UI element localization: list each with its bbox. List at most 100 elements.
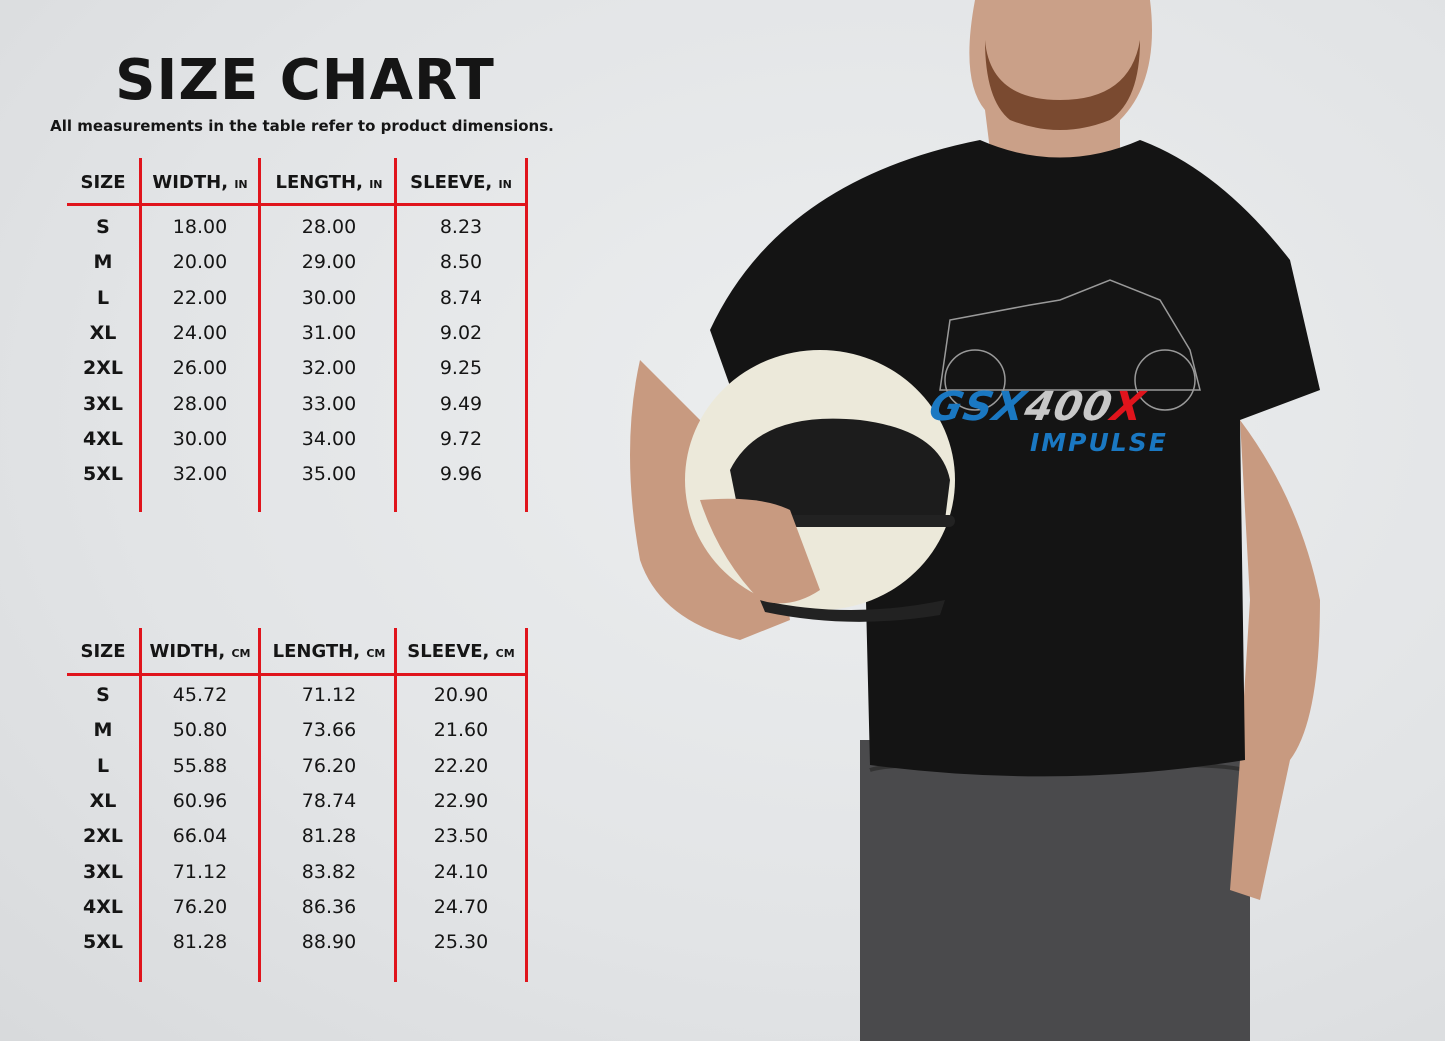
measurement-cell: 29.00 [301, 251, 357, 274]
header-label: WIDTH, [152, 172, 229, 193]
measurement-cell: 24.70 [433, 895, 489, 918]
column-divider [394, 628, 397, 982]
column-divider [258, 158, 261, 512]
measurement-cell: 21.60 [433, 719, 489, 742]
column-header: LENGTH, IN [275, 172, 382, 193]
size-label: XL [89, 789, 117, 812]
measurement-cell: 22.00 [172, 286, 228, 309]
column-header: SLEEVE, CM [407, 641, 514, 662]
column-header: SIZE [80, 172, 125, 193]
measurement-cell: 25.30 [433, 931, 489, 954]
header-unit: CM [495, 647, 515, 660]
header-label: LENGTH, [275, 172, 363, 193]
measurement-cell: 9.49 [439, 392, 483, 415]
header-unit: IN [369, 178, 383, 191]
measurement-cell: 9.02 [439, 321, 483, 344]
column-header: WIDTH, IN [152, 172, 247, 193]
measurement-cell: 76.20 [172, 895, 228, 918]
size-label: 4XL [83, 427, 123, 450]
header-label: SLEEVE, [407, 641, 490, 662]
size-label: 2XL [83, 357, 123, 380]
measurement-cell: 32.00 [301, 357, 357, 380]
measurement-cell: 8.23 [439, 216, 483, 238]
measurement-cell: 9.25 [439, 357, 483, 380]
measurement-cell: 20.90 [433, 684, 489, 706]
head [969, 0, 1152, 165]
measurement-cell: 28.00 [172, 392, 228, 415]
measurement-cell: 86.36 [301, 895, 357, 918]
column-header: SIZE [80, 641, 125, 662]
measurement-cell: 23.50 [433, 825, 489, 848]
header-label: SIZE [80, 172, 126, 193]
header-unit: CM [366, 647, 386, 660]
header-divider [67, 203, 528, 206]
measurement-cell: 22.20 [433, 754, 489, 777]
right-arm [1230, 420, 1320, 900]
column-divider [525, 158, 528, 512]
size-label: M [93, 719, 113, 742]
measurement-cell: 8.74 [439, 286, 483, 309]
measurement-cell: 30.00 [301, 286, 357, 309]
t-shirt [710, 140, 1320, 777]
header-label: LENGTH, [272, 641, 361, 662]
jeans [860, 740, 1250, 1041]
measurement-cell: 28.00 [301, 216, 357, 238]
measurement-cell: 24.10 [433, 860, 489, 883]
size-label: XL [89, 321, 117, 344]
size-label: 3XL [83, 392, 123, 415]
measurement-cell: 9.96 [439, 463, 483, 486]
measurement-cell: 83.82 [301, 860, 357, 883]
measurement-cell: 24.00 [172, 321, 228, 344]
column-header: WIDTH, CM [150, 641, 251, 662]
measurement-cell: 71.12 [301, 684, 357, 706]
header-label: SLEEVE, [410, 172, 493, 193]
measurement-cell: 26.00 [172, 357, 228, 380]
measurement-cell: 55.88 [172, 754, 228, 777]
print-400: 400 [1020, 384, 1117, 430]
size-label: L [96, 286, 110, 309]
size-label: 3XL [83, 860, 123, 883]
measurement-cell: 22.90 [433, 789, 489, 812]
size-label: S [96, 216, 110, 238]
page-subtitle: All measurements in the table refer to p… [50, 117, 554, 135]
measurement-cell: 71.12 [172, 860, 228, 883]
column-divider [139, 158, 142, 512]
measurement-cell: 31.00 [301, 321, 357, 344]
header-label: WIDTH, [149, 641, 226, 662]
measurement-cell: 33.00 [301, 392, 357, 415]
measurement-cell: 81.28 [301, 825, 357, 848]
shirt-print-logo: GSX400X [925, 384, 1149, 430]
header-unit: IN [234, 178, 248, 191]
measurement-cell: 18.00 [172, 216, 228, 238]
print-impulse: IMPULSE [1030, 428, 1168, 457]
header-divider [67, 673, 528, 676]
measurement-cell: 20.00 [172, 251, 228, 274]
measurement-cell: 78.74 [301, 789, 357, 812]
measurement-cell: 8.50 [439, 251, 483, 274]
measurement-cell: 66.04 [172, 825, 228, 848]
header-label: SIZE [80, 641, 126, 662]
size-label: 4XL [83, 895, 123, 918]
measurement-cell: 60.96 [172, 789, 228, 812]
header-unit: CM [231, 647, 251, 660]
measurement-cell: 34.00 [301, 427, 357, 450]
measurement-cell: 30.00 [172, 427, 228, 450]
measurement-cell: 32.00 [172, 463, 228, 486]
header-unit: IN [498, 178, 512, 191]
size-label: 2XL [83, 825, 123, 848]
size-label: S [96, 684, 110, 706]
measurement-cell: 76.20 [301, 754, 357, 777]
size-label: M [93, 251, 113, 274]
measurement-cell: 45.72 [172, 684, 228, 706]
column-header: SLEEVE, IN [410, 172, 512, 193]
size-label: L [96, 754, 110, 777]
measurement-cell: 50.80 [172, 719, 228, 742]
page-title: SIZE CHART [115, 48, 495, 113]
measurement-cell: 81.28 [172, 931, 228, 954]
size-label: 5XL [83, 463, 123, 486]
motorcycle-outline [939, 279, 1201, 391]
measurement-cell: 88.90 [301, 931, 357, 954]
print-gsx: GSX [925, 384, 1031, 430]
